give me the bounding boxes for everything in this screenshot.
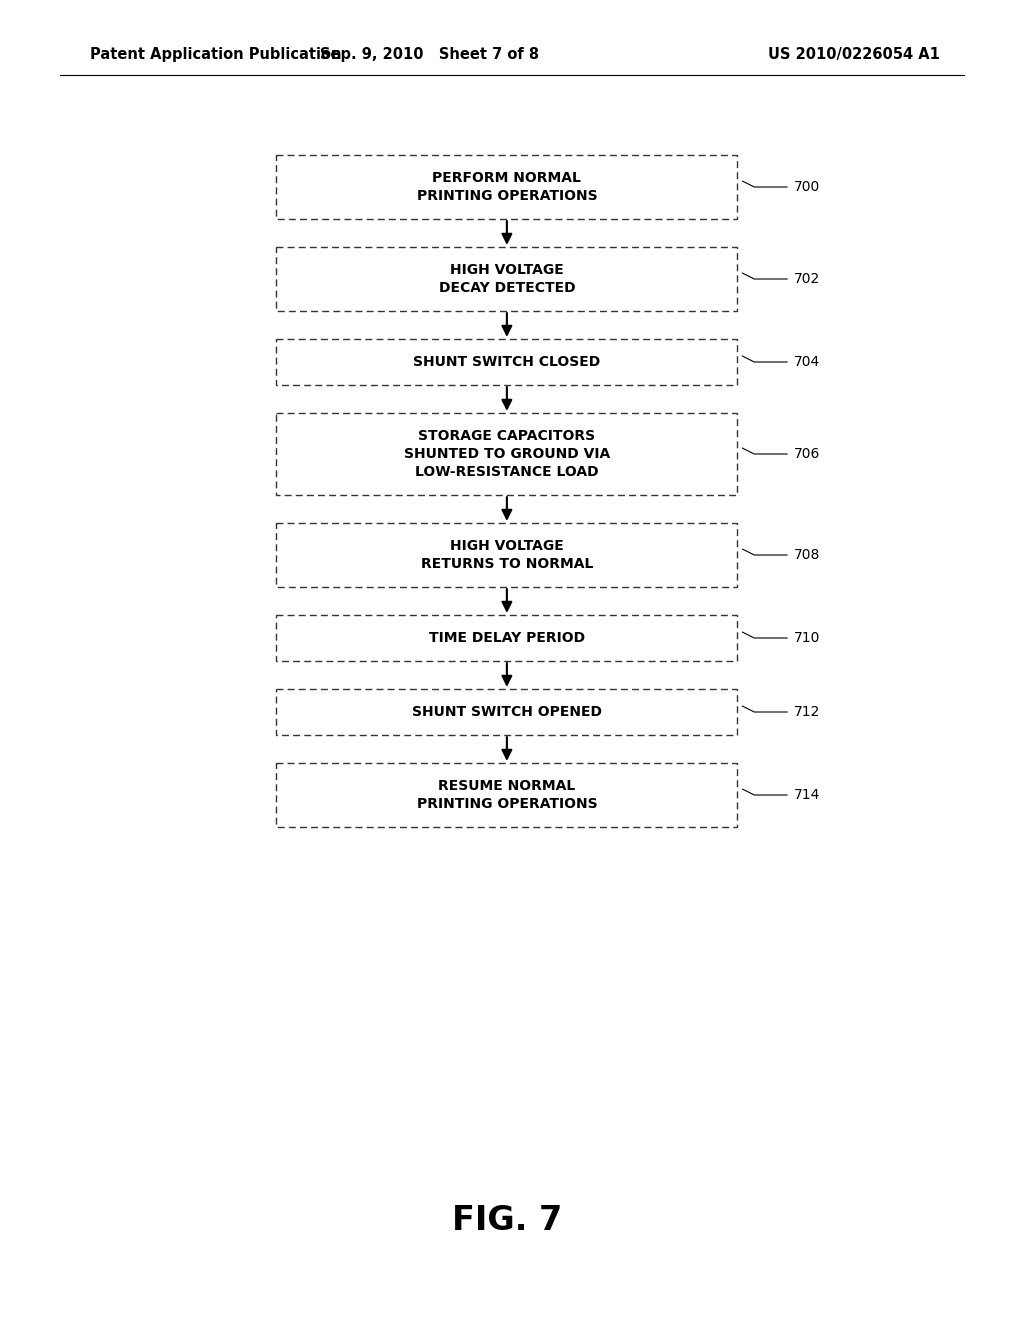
- Bar: [276, 339, 737, 385]
- Text: FIG. 7: FIG. 7: [452, 1204, 562, 1237]
- Text: HIGH VOLTAGE
DECAY DETECTED: HIGH VOLTAGE DECAY DETECTED: [438, 263, 575, 296]
- Bar: [276, 247, 737, 312]
- Bar: [276, 763, 737, 828]
- Text: 714: 714: [795, 788, 820, 803]
- Text: 704: 704: [795, 355, 820, 370]
- Bar: [276, 523, 737, 587]
- Text: SHUNT SWITCH CLOSED: SHUNT SWITCH CLOSED: [414, 355, 600, 370]
- Text: Sep. 9, 2010   Sheet 7 of 8: Sep. 9, 2010 Sheet 7 of 8: [321, 48, 540, 62]
- Text: Patent Application Publication: Patent Application Publication: [90, 48, 341, 62]
- Bar: [276, 154, 737, 219]
- Text: 712: 712: [795, 705, 820, 719]
- Text: 702: 702: [795, 272, 820, 286]
- Text: 710: 710: [795, 631, 820, 645]
- Text: TIME DELAY PERIOD: TIME DELAY PERIOD: [429, 631, 585, 645]
- Text: HIGH VOLTAGE
RETURNS TO NORMAL: HIGH VOLTAGE RETURNS TO NORMAL: [421, 539, 593, 572]
- Bar: [276, 615, 737, 661]
- Bar: [276, 413, 737, 495]
- Text: PERFORM NORMAL
PRINTING OPERATIONS: PERFORM NORMAL PRINTING OPERATIONS: [417, 170, 597, 203]
- Text: US 2010/0226054 A1: US 2010/0226054 A1: [768, 48, 940, 62]
- Text: STORAGE CAPACITORS
SHUNTED TO GROUND VIA
LOW-RESISTANCE LOAD: STORAGE CAPACITORS SHUNTED TO GROUND VIA…: [403, 429, 610, 479]
- Text: 706: 706: [795, 447, 820, 461]
- Text: SHUNT SWITCH OPENED: SHUNT SWITCH OPENED: [412, 705, 602, 719]
- Text: 708: 708: [795, 548, 820, 562]
- Bar: [276, 689, 737, 735]
- Text: 700: 700: [795, 180, 820, 194]
- Text: RESUME NORMAL
PRINTING OPERATIONS: RESUME NORMAL PRINTING OPERATIONS: [417, 779, 597, 812]
